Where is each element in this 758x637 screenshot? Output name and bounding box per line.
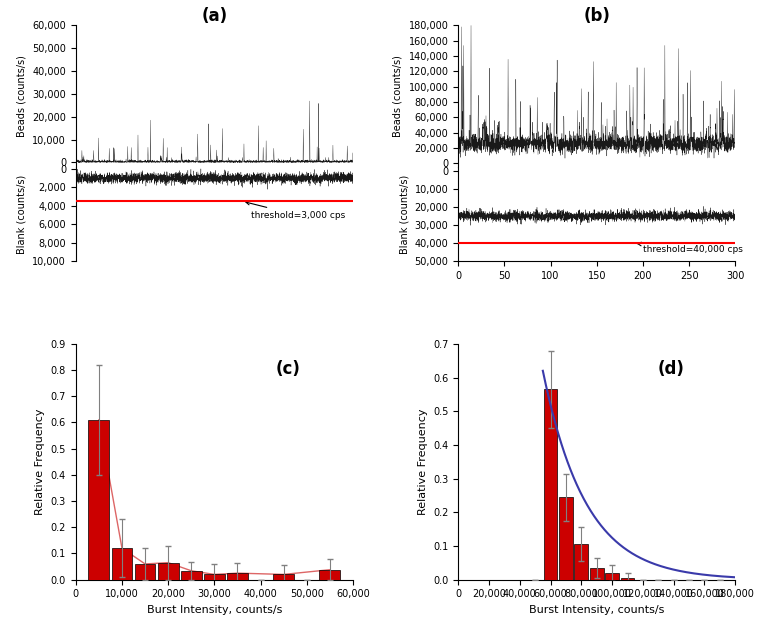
Text: threshold=3,000 cps: threshold=3,000 cps: [246, 201, 346, 220]
Bar: [575, 544, 588, 580]
Y-axis label: Relative Frequency: Relative Frequency: [418, 408, 428, 515]
Bar: [559, 497, 573, 580]
Bar: [319, 569, 340, 580]
Title: (b): (b): [583, 7, 610, 25]
Text: (d): (d): [658, 361, 684, 378]
Y-axis label: Beads (counts/s): Beads (counts/s): [393, 55, 403, 137]
Bar: [227, 573, 248, 580]
Bar: [621, 578, 634, 580]
Text: threshold=40,000 cps: threshold=40,000 cps: [637, 242, 743, 254]
Y-axis label: Beads (counts/s): Beads (counts/s): [17, 55, 27, 137]
X-axis label: Burst Intensity, counts/s: Burst Intensity, counts/s: [146, 605, 282, 615]
X-axis label: Burst Intensity, counts/s: Burst Intensity, counts/s: [529, 605, 665, 615]
Y-axis label: Relative Frequency: Relative Frequency: [35, 408, 45, 515]
Bar: [273, 575, 294, 580]
Y-axis label: Blank (counts/s): Blank (counts/s): [399, 175, 409, 254]
Bar: [158, 562, 179, 580]
Bar: [111, 548, 133, 580]
Y-axis label: Blank (counts/s): Blank (counts/s): [17, 175, 27, 254]
Bar: [605, 573, 619, 580]
Text: (c): (c): [275, 361, 300, 378]
Bar: [89, 420, 109, 580]
Bar: [590, 568, 603, 580]
Title: (a): (a): [202, 7, 227, 25]
Bar: [204, 575, 224, 580]
Bar: [543, 389, 557, 580]
Bar: [181, 571, 202, 580]
Bar: [135, 564, 155, 580]
